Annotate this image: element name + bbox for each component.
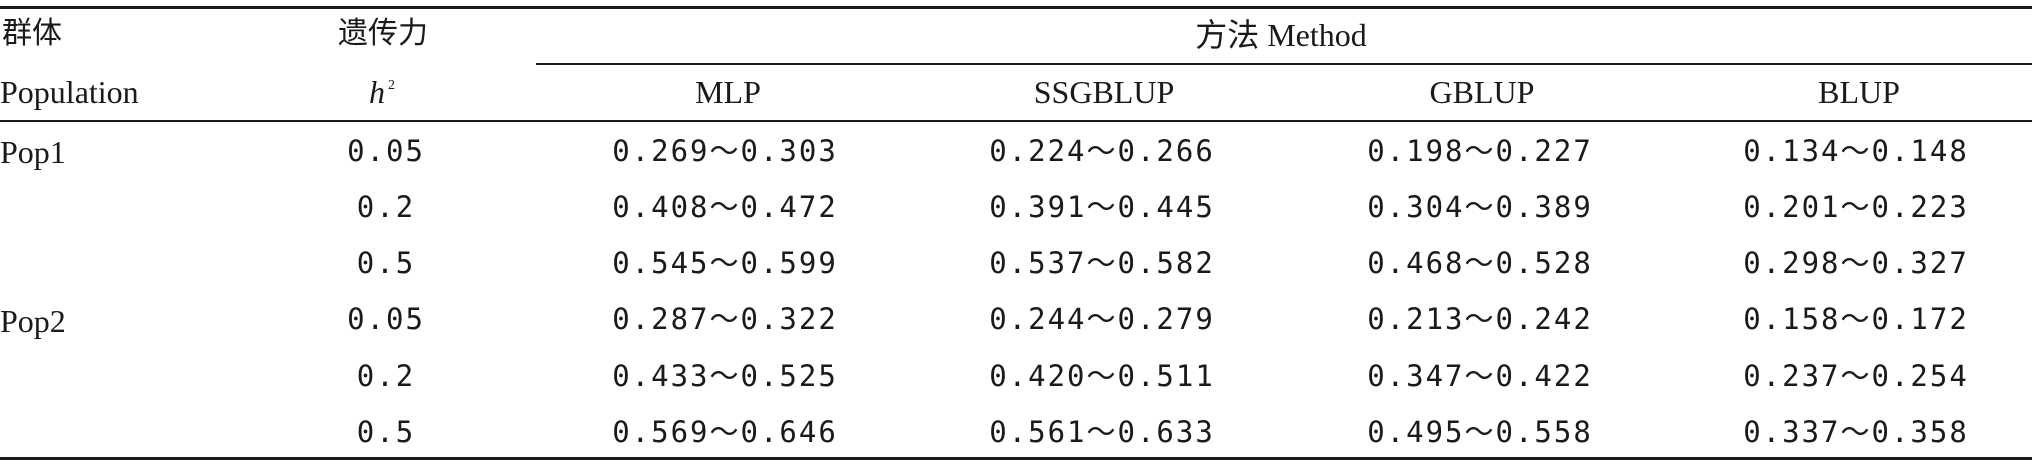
row-value-gblup: 0.468～0.528 — [1367, 246, 1593, 280]
method-header-ssgblup: SSGBLUP — [1033, 74, 1175, 110]
row-value-gblup: 0.304～0.389 — [1367, 190, 1593, 224]
top-rule — [0, 6, 2032, 9]
row-population: Pop2 — [0, 303, 66, 339]
row-value-ssgblup: 0.391～0.445 — [989, 190, 1215, 224]
row-value-gblup: 0.198～0.227 — [1367, 134, 1593, 168]
row-heritability: 0.5 — [356, 246, 416, 280]
row-value-mlp: 0.287～0.322 — [612, 302, 838, 336]
row-value-blup: 0.298～0.327 — [1743, 246, 1969, 280]
row-heritability: 0.05 — [347, 302, 425, 336]
row-value-ssgblup: 0.561～0.633 — [989, 415, 1215, 449]
row-value-mlp: 0.569～0.646 — [612, 415, 838, 449]
row-value-mlp: 0.408～0.472 — [612, 190, 838, 224]
row-value-mlp: 0.433～0.525 — [612, 359, 838, 393]
row-value-ssgblup: 0.224～0.266 — [989, 134, 1215, 168]
row-heritability: 0.2 — [356, 359, 416, 393]
population-header-cn: 群体 — [2, 16, 62, 51]
row-value-blup: 0.337～0.358 — [1743, 415, 1969, 449]
header-rule — [0, 120, 2032, 122]
heritability-header-cn: 遗传力 — [338, 16, 428, 51]
row-value-mlp: 0.545～0.599 — [612, 246, 838, 280]
bottom-rule — [0, 457, 2032, 460]
method-header-gblup: GBLUP — [1429, 74, 1535, 110]
row-heritability: 0.05 — [347, 134, 425, 168]
row-heritability: 0.2 — [356, 190, 416, 224]
row-value-blup: 0.158～0.172 — [1743, 302, 1969, 336]
row-value-gblup: 0.347～0.422 — [1367, 359, 1593, 393]
row-value-gblup: 0.495～0.558 — [1367, 415, 1593, 449]
method-header-mlp: MLP — [695, 74, 761, 110]
row-value-blup: 0.237～0.254 — [1743, 359, 1969, 393]
row-value-blup: 0.201～0.223 — [1743, 190, 1969, 224]
method-group-rule — [536, 63, 2032, 65]
row-value-gblup: 0.213～0.242 — [1367, 302, 1593, 336]
method-group-header: 方法 Method — [1195, 17, 1367, 53]
row-heritability: 0.5 — [356, 415, 416, 449]
method-header-blup: BLUP — [1818, 74, 1900, 110]
row-value-mlp: 0.269～0.303 — [612, 134, 838, 168]
row-value-ssgblup: 0.537～0.582 — [989, 246, 1215, 280]
population-header-en: Population — [0, 74, 139, 110]
row-value-blup: 0.134～0.148 — [1743, 134, 1969, 168]
row-value-ssgblup: 0.244～0.279 — [989, 302, 1215, 336]
row-population: Pop1 — [0, 134, 66, 170]
row-value-ssgblup: 0.420～0.511 — [989, 359, 1215, 393]
